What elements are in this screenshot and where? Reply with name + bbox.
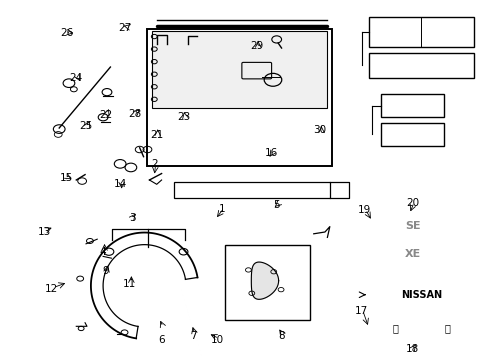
Text: 23: 23	[177, 112, 190, 122]
Text: XE: XE	[404, 249, 420, 260]
Bar	[152, 31, 327, 108]
Text: 6: 6	[158, 334, 164, 345]
Text: 14: 14	[113, 179, 126, 189]
Text: SE: SE	[404, 221, 420, 231]
Text: 5: 5	[272, 200, 279, 210]
Text: 30: 30	[313, 125, 326, 135]
Text: 10: 10	[211, 334, 224, 345]
Text: 3: 3	[129, 213, 135, 222]
Bar	[173, 182, 329, 198]
Text: 27: 27	[118, 23, 131, 33]
Text: 22: 22	[99, 111, 112, 121]
Bar	[147, 30, 331, 166]
Text: 21: 21	[150, 130, 163, 140]
Text: 28: 28	[128, 109, 141, 119]
Bar	[368, 53, 473, 78]
Text: NISSAN: NISSAN	[400, 290, 441, 300]
Text: 19: 19	[357, 206, 370, 216]
Text: 15: 15	[60, 173, 73, 183]
Text: 4: 4	[100, 247, 106, 257]
Bar	[380, 94, 444, 117]
Text: 12: 12	[45, 284, 59, 294]
Text: 13: 13	[38, 227, 51, 237]
Text: 1: 1	[219, 204, 225, 214]
Text: 正: 正	[391, 323, 397, 333]
Bar	[224, 244, 310, 320]
Text: 11: 11	[123, 279, 136, 289]
Text: 7: 7	[190, 331, 196, 341]
Text: 18: 18	[405, 343, 419, 354]
Text: 17: 17	[354, 306, 367, 316]
Text: 9: 9	[102, 266, 109, 276]
Text: 29: 29	[249, 41, 263, 50]
Text: 25: 25	[79, 121, 92, 131]
Text: 8: 8	[277, 331, 284, 341]
Bar	[380, 123, 444, 146]
Text: 2: 2	[151, 159, 157, 169]
Text: 26: 26	[60, 28, 73, 38]
Text: 16: 16	[264, 148, 277, 158]
Polygon shape	[251, 262, 278, 299]
Text: 后: 后	[444, 323, 449, 333]
Bar	[368, 17, 473, 47]
Text: 24: 24	[69, 73, 83, 83]
Text: 20: 20	[406, 198, 418, 208]
